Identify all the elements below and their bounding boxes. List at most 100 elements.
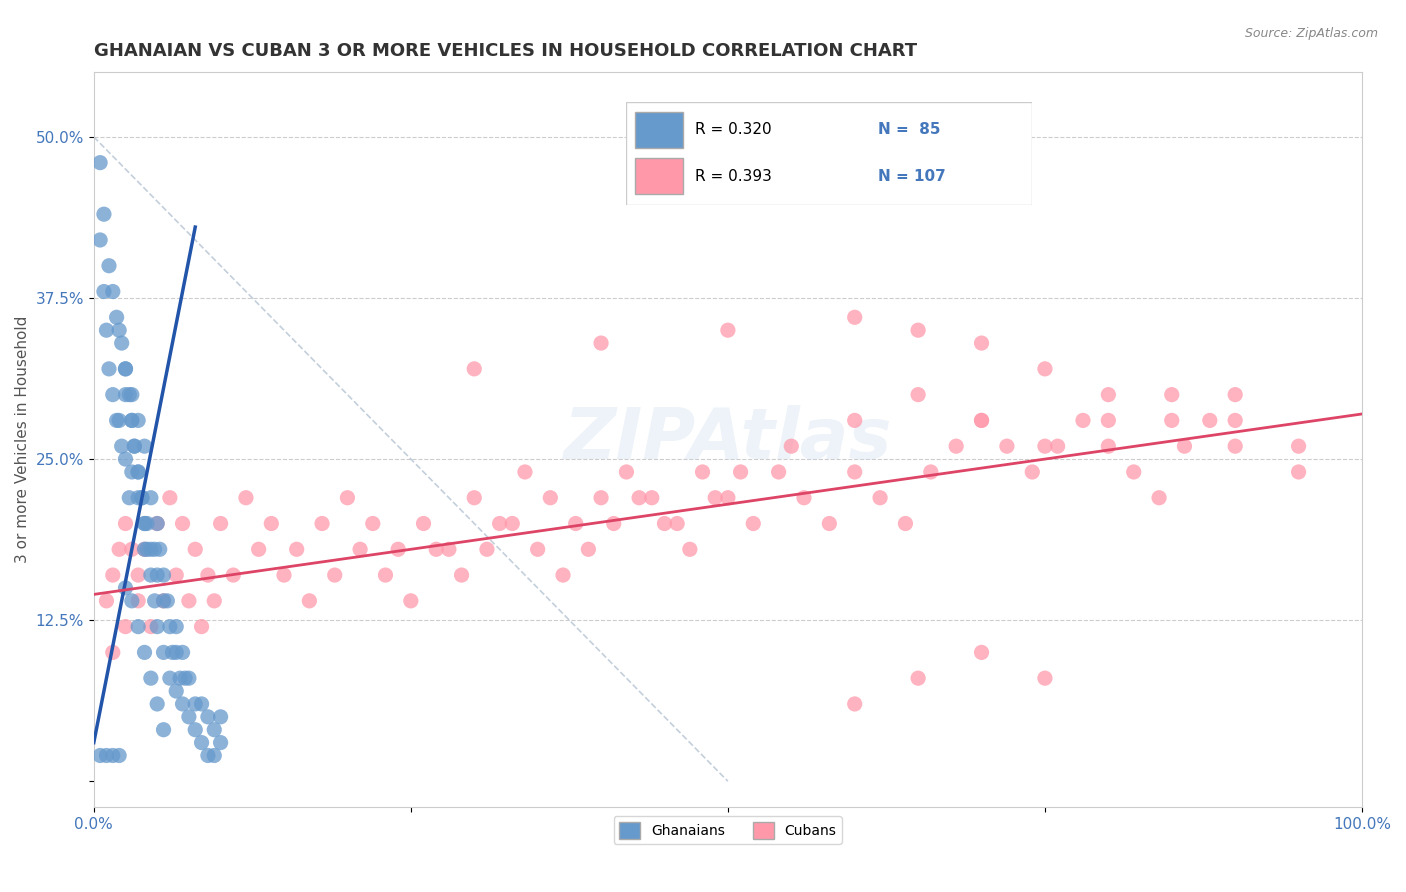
Text: GHANAIAN VS CUBAN 3 OR MORE VEHICLES IN HOUSEHOLD CORRELATION CHART: GHANAIAN VS CUBAN 3 OR MORE VEHICLES IN … — [94, 42, 917, 60]
Point — [134, 542, 156, 557]
Point — [89, 155, 111, 169]
Point — [98, 259, 121, 273]
Point — [945, 439, 967, 453]
Point — [907, 387, 929, 401]
Point — [1160, 387, 1182, 401]
Point — [143, 594, 166, 608]
Point — [121, 542, 143, 557]
Point — [869, 491, 891, 505]
Point — [108, 323, 131, 337]
Point — [146, 697, 169, 711]
Point — [1160, 413, 1182, 427]
Point — [121, 594, 143, 608]
Point — [399, 594, 422, 608]
Point — [704, 491, 727, 505]
Point — [139, 491, 162, 505]
Point — [159, 619, 181, 633]
Point — [209, 710, 232, 724]
Point — [134, 516, 156, 531]
Point — [768, 465, 790, 479]
Point — [162, 645, 184, 659]
Point — [1288, 439, 1310, 453]
Point — [131, 491, 153, 505]
Point — [127, 594, 149, 608]
Point — [190, 619, 212, 633]
Point — [121, 413, 143, 427]
Point — [114, 387, 136, 401]
Point — [641, 491, 664, 505]
Point — [114, 619, 136, 633]
Point — [184, 723, 207, 737]
Point — [118, 387, 141, 401]
Point — [127, 568, 149, 582]
Point — [336, 491, 359, 505]
Point — [96, 323, 118, 337]
Point — [139, 568, 162, 582]
Point — [172, 697, 194, 711]
Point — [134, 542, 156, 557]
Point — [114, 516, 136, 531]
Point — [146, 516, 169, 531]
Point — [101, 748, 124, 763]
Point — [1033, 439, 1056, 453]
Point — [894, 516, 917, 531]
Point — [177, 710, 200, 724]
Point — [844, 697, 866, 711]
Point — [149, 542, 172, 557]
Point — [139, 542, 162, 557]
Point — [134, 439, 156, 453]
Y-axis label: 3 or more Vehicles in Household: 3 or more Vehicles in Household — [15, 316, 30, 564]
Point — [361, 516, 384, 531]
Point — [235, 491, 257, 505]
Point — [387, 542, 409, 557]
Point — [970, 413, 993, 427]
Point — [96, 594, 118, 608]
Point — [202, 594, 225, 608]
Point — [124, 439, 146, 453]
Point — [995, 439, 1018, 453]
Point — [463, 362, 485, 376]
Point — [134, 516, 156, 531]
Point — [152, 568, 174, 582]
Point — [89, 233, 111, 247]
Point — [1033, 362, 1056, 376]
Point — [127, 491, 149, 505]
Point — [156, 594, 179, 608]
Point — [190, 697, 212, 711]
Point — [121, 465, 143, 479]
Point — [101, 285, 124, 299]
Point — [349, 542, 371, 557]
Point — [1097, 439, 1119, 453]
Point — [202, 723, 225, 737]
Point — [780, 439, 803, 453]
Point — [591, 336, 613, 351]
Point — [177, 671, 200, 685]
Point — [134, 645, 156, 659]
Point — [139, 619, 162, 633]
Point — [1225, 413, 1247, 427]
Point — [108, 542, 131, 557]
Point — [197, 748, 219, 763]
Point — [222, 568, 245, 582]
Point — [209, 516, 232, 531]
Point — [844, 310, 866, 325]
Point — [576, 542, 599, 557]
Point — [818, 516, 841, 531]
Point — [616, 465, 638, 479]
Point — [136, 542, 159, 557]
Point — [127, 619, 149, 633]
Point — [666, 516, 689, 531]
Point — [159, 671, 181, 685]
Point — [114, 362, 136, 376]
Point — [152, 594, 174, 608]
Point — [146, 516, 169, 531]
Point — [101, 387, 124, 401]
Point — [285, 542, 308, 557]
Point — [146, 568, 169, 582]
Point — [463, 491, 485, 505]
Point — [793, 491, 815, 505]
Legend: Ghanaians, Cubans: Ghanaians, Cubans — [613, 816, 842, 844]
Point — [311, 516, 333, 531]
Point — [98, 362, 121, 376]
Point — [844, 465, 866, 479]
